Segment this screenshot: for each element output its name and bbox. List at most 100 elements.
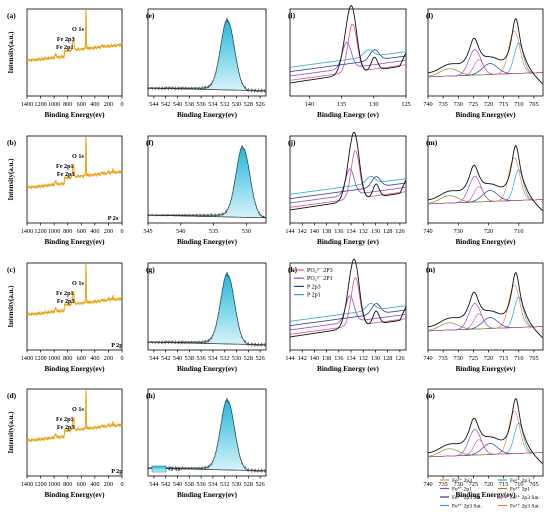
panel-f: 545 540 535 530 Binding Energy(ev) (f) — [143, 135, 267, 246]
panel-label: (i) — [288, 11, 296, 20]
x-tick-label: 536 — [196, 481, 205, 488]
x-tick-label: 542 — [161, 481, 170, 488]
x-tick-label: 715 — [499, 355, 508, 362]
x-tick-label: 400 — [90, 228, 99, 235]
x-tick-label: 735 — [438, 481, 447, 488]
x-tick-label: 526 — [255, 101, 264, 108]
fe2p-envelope — [427, 144, 543, 211]
x-tick-label: 125 — [401, 101, 410, 108]
fe2p-envelope — [427, 271, 543, 338]
x-tick-label: 1400 — [21, 228, 33, 235]
x-tick-label: 128 — [383, 228, 392, 235]
p-fit-component — [290, 150, 407, 208]
x-tick-label: 136 — [334, 228, 343, 235]
panel-label: (e) — [146, 11, 155, 20]
x-tick-label: 140 — [310, 355, 319, 362]
panel-n: 740 735 730 725 720 715 710 705 Binding Energy(e… — [423, 262, 544, 373]
plot-frame — [26, 388, 123, 477]
x-tick-label: 740 — [423, 101, 432, 108]
x-axis-title: Binding Energy(ev) — [177, 491, 238, 499]
panel-b: 1400 1200 1000 800 600 400 200 0 Binding Energy(… — [7, 135, 124, 246]
peak-annotation: Fe 2p3 — [57, 36, 75, 43]
x-tick-label: 400 — [90, 481, 99, 488]
x-tick-label: 600 — [77, 481, 86, 488]
fe-fit-component — [427, 448, 543, 457]
x-tick-label: 530 — [232, 355, 241, 362]
x-tick-label: 528 — [244, 355, 253, 362]
x-tick-label: 705 — [529, 355, 538, 362]
x-tick-label: 800 — [63, 355, 72, 362]
panel-m: 740 730 720 710 Binding Energy(ev) (m) — [423, 135, 544, 246]
plot-frame — [289, 8, 407, 97]
peak-annotation: P 2p — [111, 342, 123, 349]
plot-frame — [147, 388, 267, 477]
x-tick-label: 1000 — [48, 355, 60, 362]
x-tick-label: 600 — [77, 228, 86, 235]
x-tick-label: 730 — [454, 101, 463, 108]
x-axis-title: Binding Energy(ev) — [177, 365, 238, 373]
x-tick-label: 1200 — [34, 228, 46, 235]
x-tick-label: 144 — [285, 228, 294, 235]
x-axis-title: Binding Energy (ev) — [317, 111, 380, 119]
x-tick-label: 1200 — [34, 101, 46, 108]
x-tick-label: 142 — [298, 355, 307, 362]
x-axis-title: Binding Energy(ev) — [44, 111, 105, 119]
legend-label: Fe³⁺ 2p3 Sat. — [452, 503, 483, 510]
x-tick-label: 544 — [149, 101, 158, 108]
x-tick-label: 532 — [220, 355, 229, 362]
x-tick-label: 710 — [514, 228, 523, 235]
panel-label: (k) — [288, 265, 298, 274]
x-tick-label: 134 — [346, 355, 355, 362]
x-tick-label: 200 — [104, 481, 113, 488]
x-tick-label: 540 — [176, 228, 185, 235]
x-tick-label: 545 — [143, 228, 152, 235]
panel-g: 544 542 540 538 536 534 532 530 528 526 Binding En… — [146, 262, 267, 373]
x-tick-label: 135 — [337, 101, 346, 108]
x-axis-title: Binding Energy(ev) — [455, 111, 516, 119]
panel-label: (l) — [426, 11, 434, 20]
fe-fit-component — [427, 195, 543, 204]
peak-annotation: O 1s — [72, 26, 84, 33]
panel-h: 544 542 540 538 536 534 532 530 528 526 Binding En… — [146, 388, 267, 499]
fe-fit-component — [427, 186, 543, 205]
p-fit-component — [290, 23, 407, 81]
x-tick-label: 126 — [395, 228, 404, 235]
panel-d: 1400 1200 1000 800 600 400 200 0 Binding Energy(… — [7, 388, 124, 499]
x-tick-label: 528 — [244, 481, 253, 488]
o1s-fit-area — [147, 18, 267, 92]
x-tick-label: 132 — [359, 355, 368, 362]
x-axis-title: Binding Energy(ev) — [455, 365, 516, 373]
plot-frame — [427, 8, 544, 97]
p-fit-component — [289, 168, 407, 204]
p-fit-component — [290, 277, 407, 335]
fe-fit-component — [427, 284, 543, 332]
panel-e: 544 542 540 538 536 534 532 530 528 526 Binding En… — [146, 8, 267, 119]
panel-label: (f) — [146, 138, 154, 147]
x-tick-label: 0 — [120, 228, 123, 235]
panel-label: (n) — [426, 265, 436, 274]
legend-label: Fe²⁺ 2p3 Sat. — [510, 503, 541, 510]
fe-fit-component — [427, 296, 543, 332]
x-tick-label: 132 — [359, 228, 368, 235]
x-tick-label: 142 — [298, 228, 307, 235]
plot-frame — [26, 262, 123, 351]
panel-j: 144 142 140 138 136 134 132 130 128 126 Binding En… — [285, 131, 407, 246]
x-tick-label: 126 — [395, 355, 404, 362]
peak-annotation: P 2p — [111, 468, 123, 475]
x-axis-title: Binding Energy(ev) — [455, 238, 516, 246]
x-tick-label: 715 — [499, 101, 508, 108]
x-tick-label: 535 — [209, 228, 218, 235]
legend-label: Fe²⁺ 2p3 Sat. — [510, 494, 541, 501]
legend-label: Fe²⁺ 2p3 — [510, 477, 530, 484]
p2p-envelope — [290, 131, 407, 211]
x-tick-label: 542 — [161, 355, 170, 362]
plot-frame — [26, 8, 123, 97]
fe-fit-component — [427, 313, 543, 332]
legend-swatch — [151, 465, 167, 473]
x-axis-title: Binding Energy(ev) — [177, 238, 238, 246]
fe-fit-component — [427, 322, 543, 331]
panel-label: (m) — [426, 138, 438, 147]
plot-frame — [427, 262, 544, 351]
survey-line — [26, 389, 123, 444]
